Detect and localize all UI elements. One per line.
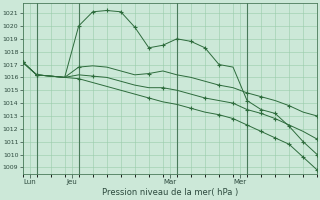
X-axis label: Pression niveau de la mer( hPa ): Pression niveau de la mer( hPa ) (102, 188, 238, 197)
